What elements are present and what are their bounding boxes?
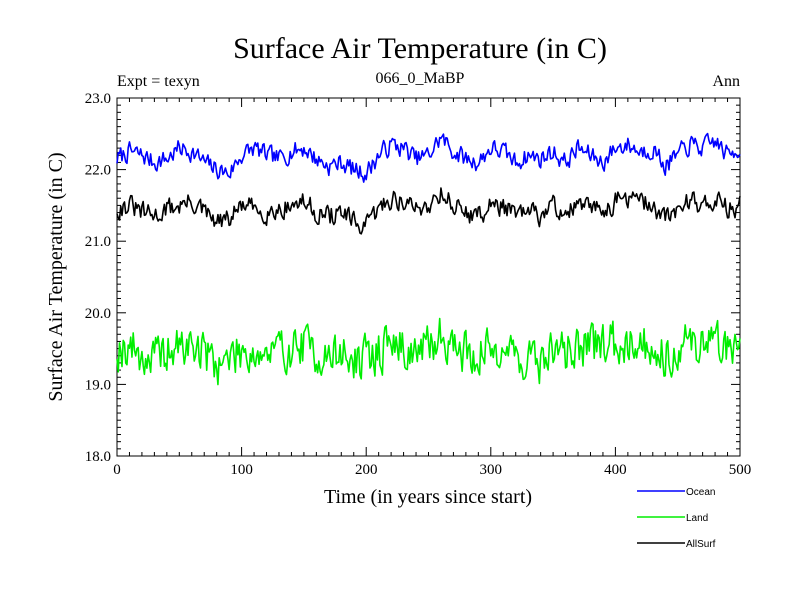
x-tick-label: 500 bbox=[729, 462, 752, 478]
legend-label: Ocean bbox=[686, 487, 715, 498]
y-tick-label: 22.0 bbox=[85, 163, 111, 179]
y-tick-label: 18.0 bbox=[85, 449, 111, 465]
x-tick-label: 100 bbox=[230, 462, 253, 478]
x-tick-label: 0 bbox=[113, 462, 121, 478]
chart-title: Surface Air Temperature (in C) bbox=[233, 32, 607, 65]
x-axis-label: Time (in years since start) bbox=[324, 486, 532, 508]
series-lines bbox=[116, 132, 741, 386]
y-tick-label: 20.0 bbox=[85, 306, 111, 322]
subtitle-left: Expt = texyn bbox=[117, 73, 200, 90]
y-axis-label: Surface Air Temperature (in C) bbox=[45, 152, 67, 401]
legend-label: AllSurf bbox=[686, 539, 716, 550]
subtitle-center: 066_0_MaBP bbox=[376, 70, 465, 87]
axis-ticks bbox=[116, 97, 741, 457]
y-tick-label: 21.0 bbox=[85, 234, 111, 250]
x-tick-label: 200 bbox=[355, 462, 378, 478]
y-tick-label: 23.0 bbox=[85, 91, 111, 107]
legend-label: Land bbox=[686, 513, 708, 524]
y-tick-label: 19.0 bbox=[85, 377, 111, 393]
x-tick-label: 300 bbox=[480, 462, 503, 478]
x-tick-label: 400 bbox=[604, 462, 627, 478]
series-line-land bbox=[116, 317, 741, 386]
axis-tick-labels: 0 100 200 300 400 500 18.0 19.0 20.0 21.0 22.0 23.0 bbox=[85, 91, 752, 478]
series-line-ocean bbox=[116, 132, 741, 183]
legend: Ocean Land AllSurf bbox=[637, 487, 716, 550]
series-line-allsurf bbox=[116, 187, 741, 235]
subtitle-right: Ann bbox=[712, 73, 740, 90]
